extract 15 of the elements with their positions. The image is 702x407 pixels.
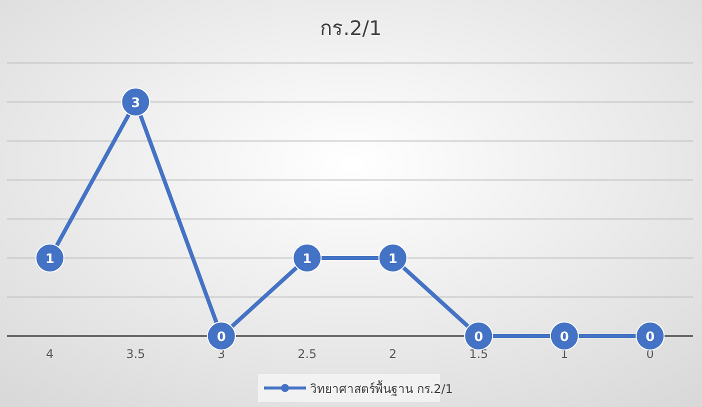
- data-label: 0: [474, 330, 484, 345]
- data-label: 3: [131, 96, 140, 111]
- data-label: 1: [388, 252, 398, 267]
- x-tick-label: 1.5: [469, 347, 488, 361]
- x-tick-label: 4: [46, 347, 54, 361]
- legend-label: วิทยาศาสตร์พื้นฐาน กร.2/1: [310, 380, 453, 396]
- data-label: 1: [302, 252, 312, 267]
- x-tick-label: 2.5: [298, 347, 317, 361]
- data-label: 0: [646, 330, 655, 345]
- data-label: 0: [560, 330, 569, 345]
- chart-title: กร.2/1: [320, 16, 382, 40]
- x-tick-label: 2: [389, 347, 397, 361]
- data-label: 1: [45, 252, 54, 267]
- data-label: 0: [216, 330, 226, 345]
- x-tick-label: 3.5: [126, 347, 146, 361]
